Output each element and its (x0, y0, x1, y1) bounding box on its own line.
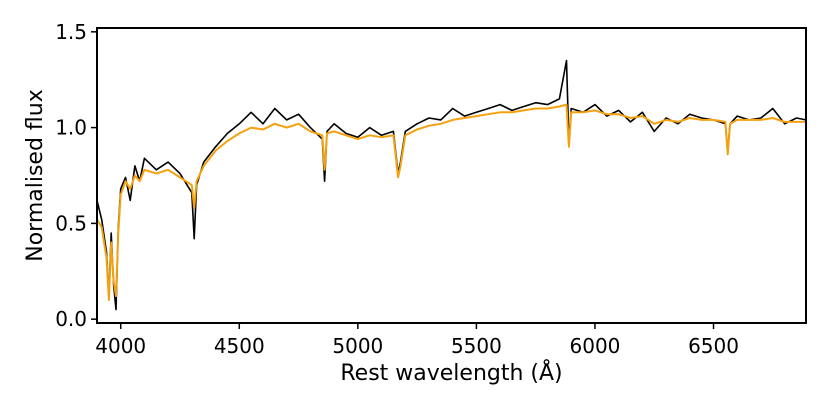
x-tick-label: 6000 (570, 334, 621, 358)
y-tick-label: 1.5 (55, 20, 87, 44)
x-tick-label: 4000 (95, 334, 146, 358)
model-fit-line (97, 103, 806, 301)
y-tick-label: 0.0 (55, 307, 87, 331)
y-tick-label: 1.0 (55, 116, 87, 140)
x-axis-label: Rest wavelength (Å) (340, 359, 562, 386)
x-tick-label: 6500 (688, 334, 739, 358)
y-axis-label: Normalised flux (23, 89, 48, 262)
x-tick-label: 5000 (332, 334, 383, 358)
x-tick-label: 4500 (214, 334, 265, 358)
observed-spectrum-line (97, 59, 806, 311)
x-tick-label: 5500 (451, 334, 502, 358)
y-tick-label: 0.5 (55, 211, 87, 235)
plot-frame (96, 27, 807, 324)
axes-layer: 4000 4500 5000 5500 6000 6500 0.0 0.5 1.0 1.5 (55, 20, 807, 358)
series-layer (97, 59, 806, 311)
